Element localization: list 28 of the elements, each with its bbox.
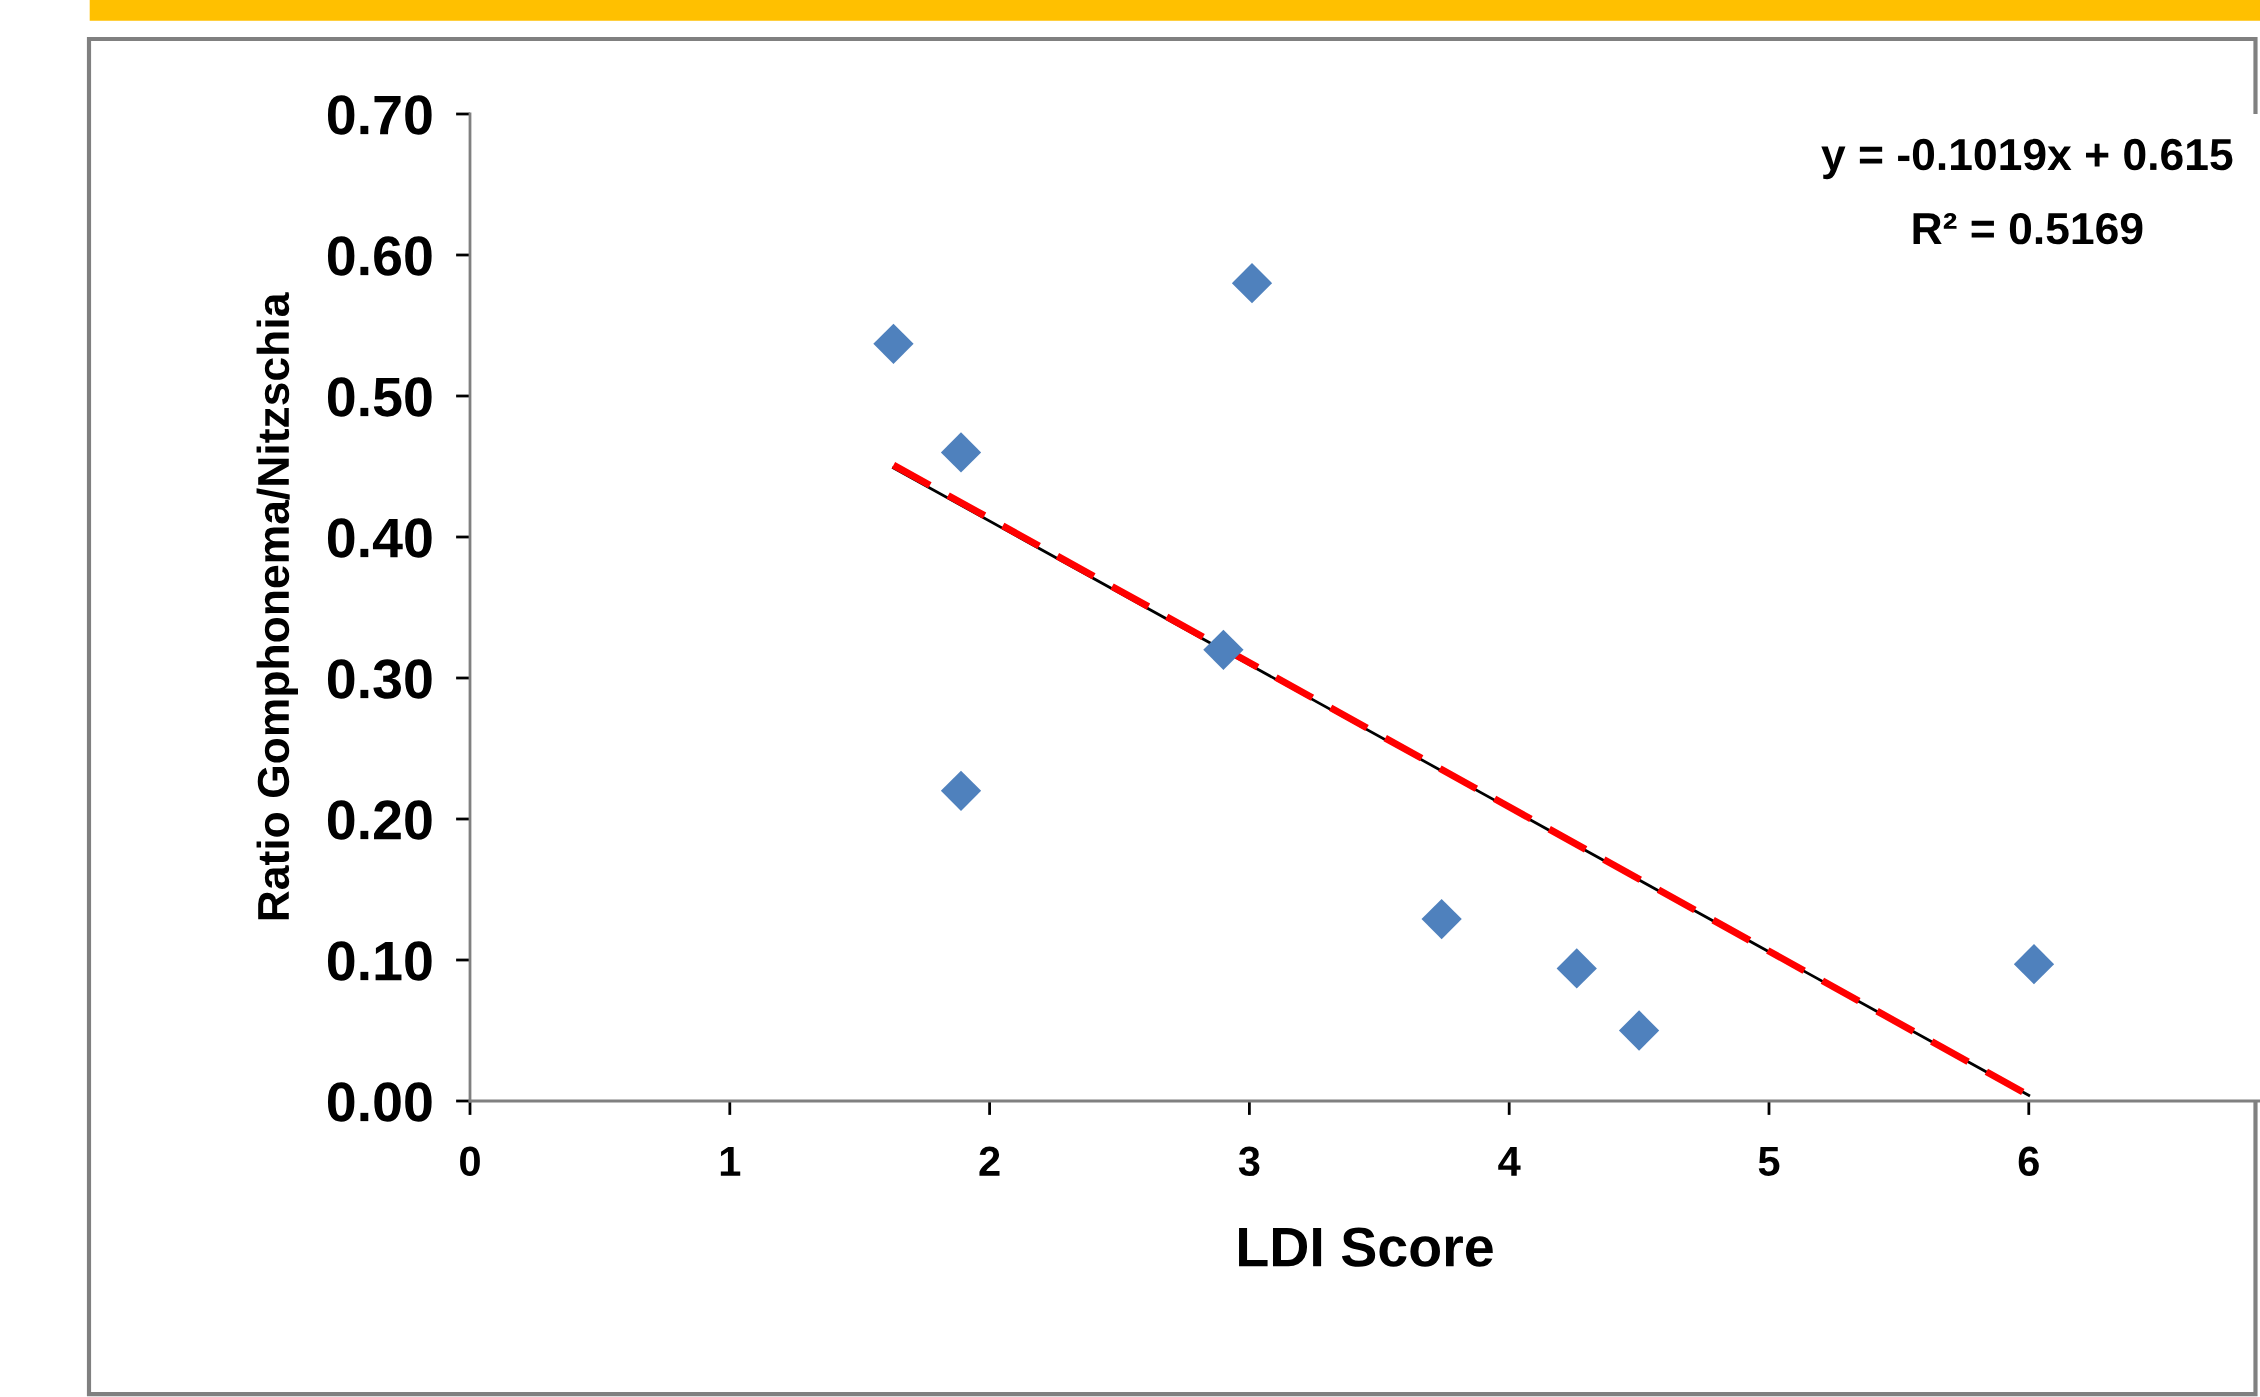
point bbox=[2013, 944, 2055, 985]
point bbox=[1203, 629, 1244, 670]
x-tick-label: 2 bbox=[979, 1146, 1000, 1176]
point bbox=[1618, 1010, 1660, 1051]
y-tick-label: 0.20 bbox=[327, 800, 432, 840]
y-tick-label: 0.30 bbox=[327, 659, 432, 699]
x-tick-label: 1 bbox=[720, 1146, 741, 1176]
x-tick-label: 6 bbox=[2018, 1146, 2039, 1177]
y-tick-label: 0.00 bbox=[327, 1082, 432, 1122]
x-axis-title: LDI Score bbox=[1239, 1227, 1493, 1267]
y-tick-label: 0.40 bbox=[327, 518, 432, 558]
point bbox=[1421, 898, 1462, 940]
annotation: R² = 0.5169 bbox=[1913, 212, 2143, 245]
y-tick-label: 0.50 bbox=[327, 377, 432, 417]
point bbox=[940, 432, 982, 473]
x-tick-label: 5 bbox=[1758, 1146, 1780, 1177]
annotation: y = -0.1019x + 0.615 bbox=[1821, 138, 2233, 180]
y-tick-label: 0.60 bbox=[327, 236, 432, 276]
x-tick-label: 3 bbox=[1238, 1146, 1260, 1177]
x-tick-label: 0 bbox=[460, 1146, 480, 1177]
y-tick-label: 0.70 bbox=[327, 95, 432, 135]
y-tick-label: 0.10 bbox=[327, 941, 432, 981]
point bbox=[1231, 263, 1273, 304]
point bbox=[873, 323, 914, 364]
x-tick-label: 4 bbox=[1498, 1146, 1521, 1176]
point bbox=[940, 770, 982, 811]
point bbox=[1556, 948, 1597, 989]
y-axis-title: Ratio Gomphonema/Nitzschia bbox=[256, 292, 298, 920]
